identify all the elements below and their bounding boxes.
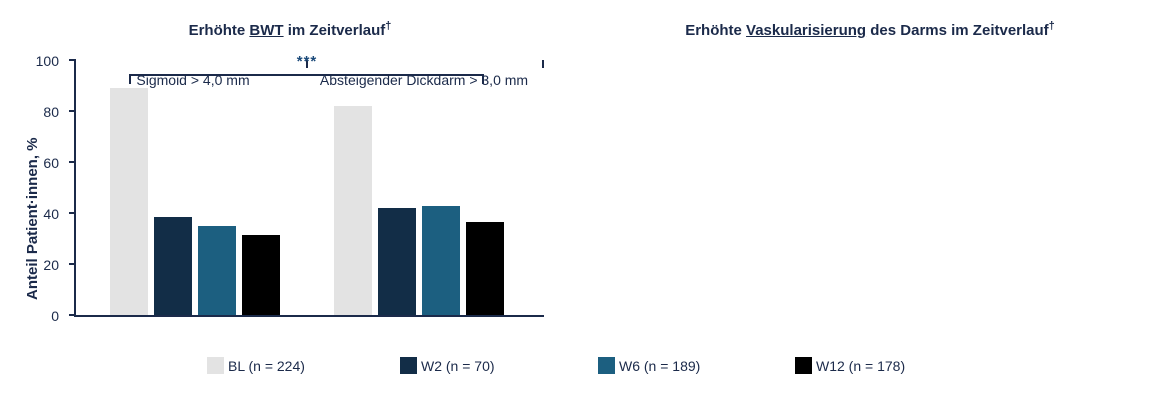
y-tick-left-100: 100 <box>36 53 76 69</box>
y-ticklabel-left-20: 20 <box>43 257 59 273</box>
chart-title-right: Erhöhte Vaskularisierung des Darms im Ze… <box>580 20 1160 39</box>
legend-label-w6: W6 (n = 189) <box>619 357 701 374</box>
chart-title-left-underlined: BWT <box>249 22 284 39</box>
y-tick-left-20: 20 <box>43 257 76 273</box>
significance-bracket-left <box>129 74 484 84</box>
legend-swatch-bl <box>207 357 224 374</box>
y-ticklabel-left-100: 100 <box>35 53 59 69</box>
bar-left-g1-w2 <box>154 217 192 315</box>
chart-title-left-pre: Erhöhte <box>188 22 250 39</box>
y-tick-left-60: 60 <box>43 155 76 171</box>
legend-swatch-w12 <box>795 357 812 374</box>
legend-label-w2: W2 (n = 70) <box>421 357 495 374</box>
legend-item-bl[interactable]: BL (n = 224) <box>207 357 305 374</box>
chart-panel-bwt: Erhöhte BWT im Zeitverlauf† Anteil Patie… <box>0 20 580 374</box>
bar-left-g2-w2 <box>378 208 416 315</box>
chart-title-right-dagger: † <box>1048 20 1055 32</box>
chart-title-left-post: im Zeitverlauf <box>283 22 386 39</box>
legend-label-bl: BL (n = 224) <box>228 357 305 374</box>
x-axis-label-left-group2: Absteigender Dickdarm > 3,0 mm <box>319 72 529 88</box>
bar-left-g2-w6 <box>422 206 460 315</box>
legend-swatch-w2 <box>400 357 417 374</box>
y-tick-left-80: 80 <box>43 104 76 120</box>
chart-panel-vaskularisierung: Erhöhte Vaskularisierung des Darms im Ze… <box>580 0 1160 402</box>
x-tick-left-mid <box>306 60 308 68</box>
x-axis-label-left-group1: Sigmoid > 4,0 mm <box>136 72 250 88</box>
y-tick-left-40: 40 <box>43 206 76 222</box>
legend-item-w6[interactable]: W6 (n = 189) <box>598 357 700 374</box>
chart-title-left-dagger: † <box>385 20 392 32</box>
y-axis-title-left: Anteil Patient·innen, % <box>24 137 41 300</box>
chart-title-right-underlined: Vaskularisierung <box>746 22 867 39</box>
chart-title-right-post: des Darms im Zeitverlauf <box>866 22 1049 39</box>
legend-item-w12[interactable]: W12 (n = 178) <box>795 357 905 374</box>
bar-left-g2-w12 <box>466 222 504 315</box>
bar-left-g2-bl <box>334 106 372 315</box>
y-ticklabel-left-40: 40 <box>43 206 59 222</box>
y-ticklabel-left-0: 0 <box>51 308 59 324</box>
plot-area-left: 100 80 60 40 20 0 Sigmoid > 4,0 mm Abste… <box>36 53 544 324</box>
legend-label-w12: W12 (n = 178) <box>816 357 906 374</box>
y-tick-left-0: 0 <box>51 308 76 324</box>
chart-title-right-pre: Erhöhte <box>685 22 747 39</box>
y-ticklabel-left-80: 80 <box>43 104 59 120</box>
x-tick-left-end <box>542 60 544 68</box>
chart-title-left: Erhöhte BWT im Zeitverlauf† <box>0 20 580 39</box>
bar-left-g1-w6 <box>198 226 236 315</box>
significance-stars-left: *** <box>296 53 318 70</box>
bar-left-g1-bl <box>110 88 148 315</box>
y-ticklabel-left-60: 60 <box>43 155 59 171</box>
legend-swatch-w6 <box>598 357 615 374</box>
legend-item-w2[interactable]: W2 (n = 70) <box>400 357 495 374</box>
bar-left-g1-w12 <box>242 235 280 315</box>
